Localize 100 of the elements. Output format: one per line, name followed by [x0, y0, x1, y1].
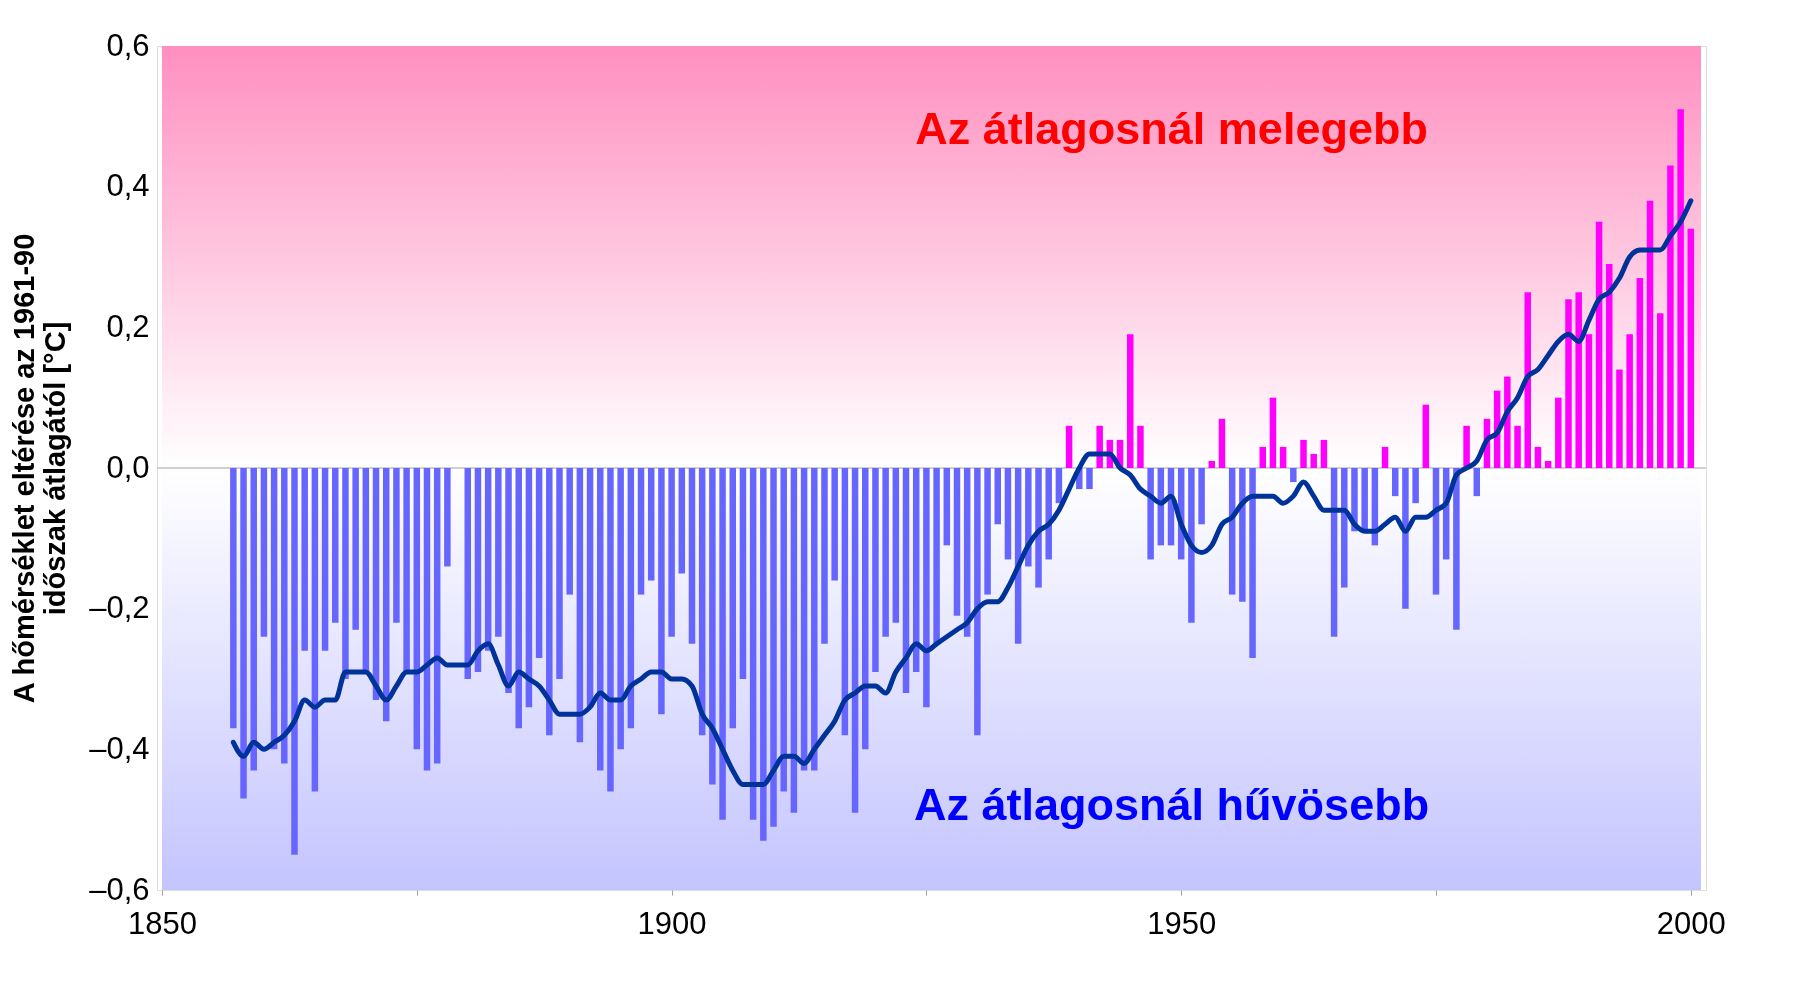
bar [1667, 165, 1674, 468]
bar [311, 468, 319, 792]
y-tick-label: 0,4 [106, 168, 150, 204]
bar [382, 468, 390, 722]
bar [1259, 446, 1266, 468]
bar [709, 468, 716, 785]
bar [250, 468, 257, 771]
x-tick-label: 2000 [1656, 905, 1726, 941]
bar [1330, 468, 1338, 637]
bar [1035, 468, 1042, 588]
bar [882, 468, 889, 637]
bar [393, 468, 400, 623]
bar [780, 468, 787, 792]
bar [994, 468, 1001, 525]
bar [862, 468, 869, 750]
bar [1636, 278, 1644, 468]
bar [1188, 468, 1195, 623]
bar [362, 468, 370, 672]
bar [1361, 468, 1368, 532]
band-label: Az átlagosnál melegebb [915, 103, 1428, 155]
bar [1381, 446, 1389, 468]
bar [872, 468, 879, 672]
bar [1300, 439, 1307, 468]
bar [1463, 425, 1470, 468]
bar [556, 468, 563, 679]
bar [332, 468, 339, 623]
y-tick-label: 0,2 [106, 308, 150, 344]
bar [281, 468, 288, 764]
bar [719, 468, 726, 820]
bar [495, 468, 502, 637]
bar [597, 468, 604, 771]
bar [1656, 313, 1664, 468]
bar [749, 468, 757, 820]
bar [892, 468, 900, 623]
bar [1585, 334, 1593, 468]
bar [831, 468, 838, 581]
bar [1290, 468, 1297, 483]
bar [1555, 397, 1562, 468]
bar [464, 468, 472, 679]
bar [1127, 334, 1134, 468]
bar [1147, 468, 1154, 560]
bar [912, 468, 920, 672]
bar [423, 468, 431, 771]
bar [301, 468, 308, 651]
bar [1320, 439, 1328, 468]
x-tick-label: 1950 [1147, 905, 1217, 941]
bar [291, 468, 298, 855]
y-tick-label: –0,2 [89, 590, 150, 626]
bar [607, 468, 614, 792]
bar [586, 468, 594, 708]
bar [1086, 468, 1093, 490]
bar [1137, 425, 1144, 468]
bar [1565, 299, 1572, 468]
bar [260, 468, 268, 637]
bar [1045, 468, 1052, 560]
bar [1341, 468, 1348, 588]
band-label: Az átlagosnál hűvösebb [914, 778, 1430, 830]
bar [525, 468, 533, 708]
bar [352, 468, 359, 630]
bar [1677, 109, 1684, 468]
bar [403, 468, 410, 672]
bar [1646, 200, 1654, 468]
bar [647, 468, 655, 581]
bar [1310, 453, 1317, 468]
bar [1616, 369, 1623, 468]
bar [1402, 468, 1409, 609]
bar [444, 468, 451, 567]
bar [433, 468, 441, 764]
bar [770, 468, 777, 827]
bar [1606, 264, 1613, 468]
bar [535, 468, 543, 658]
bar [923, 468, 930, 708]
bar [1412, 468, 1419, 504]
bar [1544, 460, 1552, 468]
bar [637, 468, 645, 595]
bar [1239, 468, 1246, 602]
bar [739, 468, 747, 679]
bar [566, 468, 573, 595]
bar [1208, 460, 1216, 468]
bar [658, 468, 665, 715]
bar [1534, 446, 1542, 468]
bar [576, 468, 584, 743]
bar [230, 468, 237, 729]
bar [321, 468, 329, 651]
bar [790, 468, 798, 813]
bar [1626, 334, 1633, 468]
bar [1269, 397, 1277, 468]
bar [1198, 468, 1205, 525]
bar [617, 468, 624, 750]
bar [546, 468, 553, 736]
bar [821, 468, 828, 644]
x-tick-label: 1850 [128, 905, 197, 941]
y-tick-label: 0,0 [106, 449, 150, 485]
y-tick-label: 0,6 [106, 27, 150, 63]
x-tick-label: 1900 [637, 905, 707, 941]
bar [1422, 404, 1430, 468]
bar [1473, 468, 1481, 497]
bar [729, 468, 736, 729]
bar [1391, 468, 1399, 497]
bar [943, 468, 951, 546]
